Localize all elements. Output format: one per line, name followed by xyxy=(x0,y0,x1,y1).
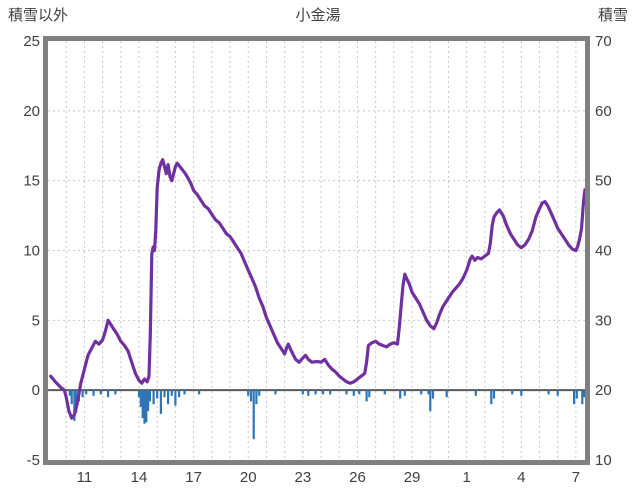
svg-text:60: 60 xyxy=(595,103,612,120)
right-axis-title: 積雪 xyxy=(597,7,628,24)
svg-text:30: 30 xyxy=(595,312,612,329)
svg-text:7: 7 xyxy=(572,469,580,486)
svg-text:14: 14 xyxy=(131,469,148,486)
svg-text:4: 4 xyxy=(517,469,525,486)
svg-text:26: 26 xyxy=(349,469,366,486)
svg-text:29: 29 xyxy=(404,469,421,486)
svg-text:10: 10 xyxy=(23,243,40,260)
svg-text:10: 10 xyxy=(595,452,612,469)
left-axis-title: 積雪以外 xyxy=(8,7,69,24)
gridlines xyxy=(48,41,585,460)
svg-text:17: 17 xyxy=(185,469,202,486)
svg-text:40: 40 xyxy=(595,243,612,260)
svg-text:20: 20 xyxy=(23,103,40,120)
non-snow-bars xyxy=(68,390,586,440)
svg-text:70: 70 xyxy=(595,33,612,50)
svg-text:15: 15 xyxy=(23,173,40,190)
svg-text:20: 20 xyxy=(240,469,257,486)
snow-depth-line xyxy=(49,158,587,420)
chart-title: 小金湯 xyxy=(295,7,341,24)
svg-text:5: 5 xyxy=(32,312,40,329)
svg-text:-5: -5 xyxy=(27,452,40,469)
svg-text:25: 25 xyxy=(23,33,40,50)
svg-text:20: 20 xyxy=(595,382,612,399)
svg-text:1: 1 xyxy=(463,469,471,486)
svg-text:11: 11 xyxy=(77,469,93,486)
svg-text:23: 23 xyxy=(295,469,312,486)
svg-text:50: 50 xyxy=(595,173,612,190)
plot-frame xyxy=(43,36,590,465)
svg-text:0: 0 xyxy=(32,382,40,399)
